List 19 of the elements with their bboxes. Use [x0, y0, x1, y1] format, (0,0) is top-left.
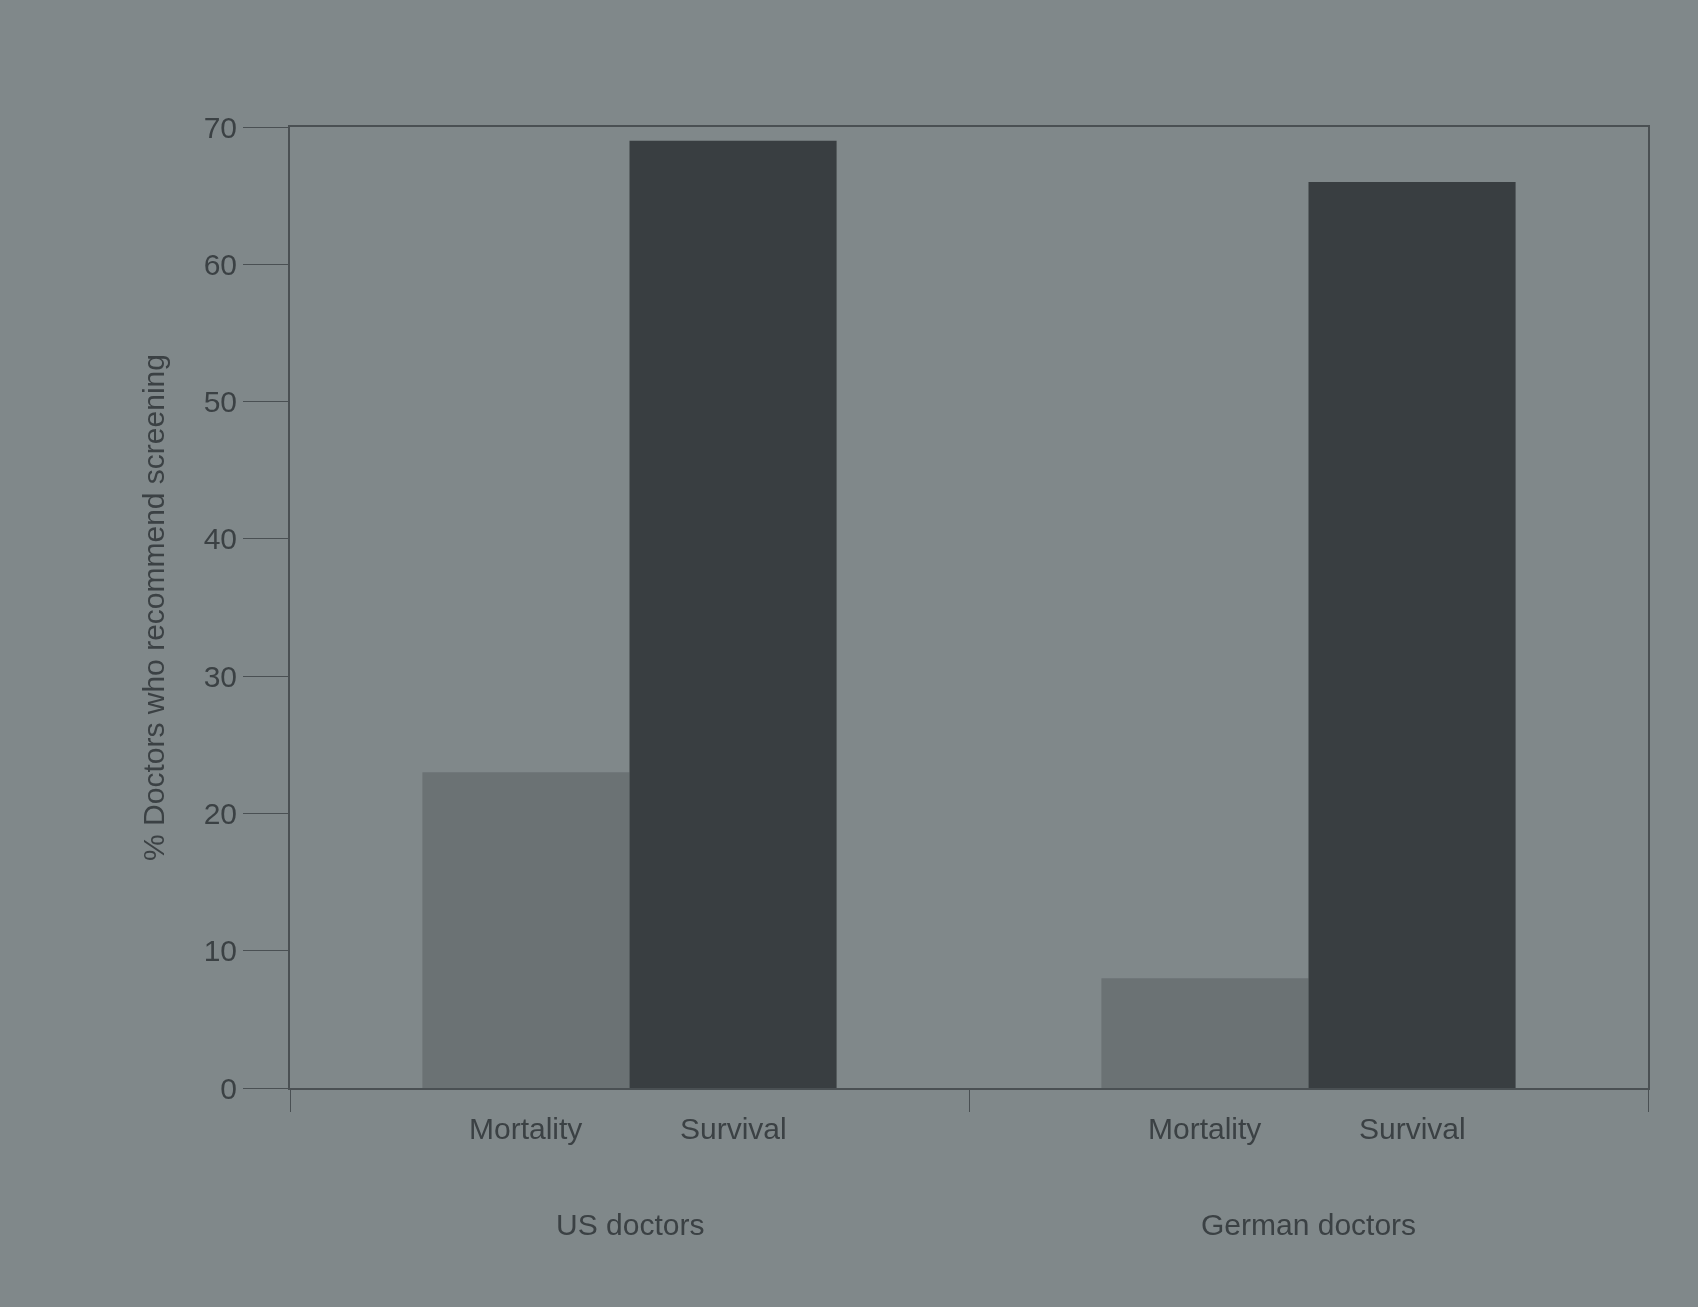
- y-tick-label: 70: [203, 110, 237, 144]
- y-tick-label: 0: [220, 1071, 237, 1105]
- y-tick-label: 60: [203, 247, 237, 281]
- series-label: Mortality: [469, 1112, 583, 1145]
- series-label: Survival: [680, 1112, 787, 1145]
- text: Mortality: [1148, 1112, 1262, 1145]
- bar: [1308, 181, 1516, 1088]
- y-tick-label: 50: [203, 385, 237, 419]
- y-tick-label: 20: [203, 796, 237, 830]
- bar: [422, 772, 630, 1088]
- bar: [1101, 978, 1309, 1088]
- y-axis-title: % Doctors who recommend screening: [137, 354, 171, 861]
- x-tick-label: German doctors: [1201, 1208, 1417, 1241]
- y-tick-label: 10: [203, 934, 237, 968]
- x-tick-label: US doctors: [556, 1208, 705, 1241]
- y-tick-label: 30: [203, 659, 237, 693]
- y-tick-label: 40: [203, 522, 237, 556]
- text: Survival: [1359, 1112, 1466, 1145]
- bar: [629, 140, 837, 1088]
